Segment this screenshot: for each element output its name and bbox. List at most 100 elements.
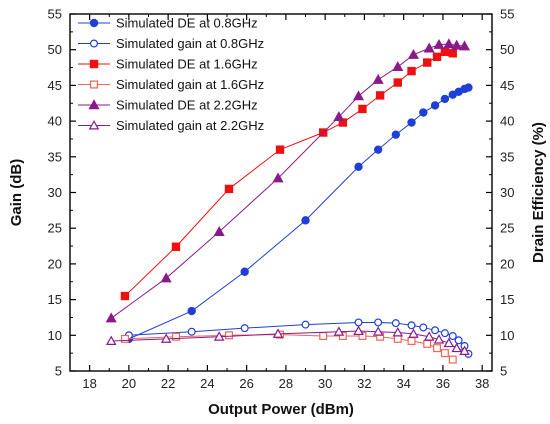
data-point [224, 184, 234, 194]
legend-label: Simulated gain at 1.6GHz [116, 77, 264, 92]
x-tick-label: 36 [436, 376, 450, 391]
data-point [419, 108, 428, 117]
data-point [333, 326, 345, 336]
data-point [240, 324, 249, 333]
data-point [301, 216, 310, 225]
data-point [448, 49, 457, 58]
x-tick-label: 18 [82, 376, 96, 391]
data-point [443, 337, 455, 348]
data-point [353, 90, 365, 101]
x-tick-label: 34 [396, 376, 410, 391]
data-point [391, 130, 401, 139]
data-point [372, 73, 384, 84]
data-point [105, 312, 117, 323]
y2-tick-label: 50 [500, 42, 514, 57]
y2-tick-label: 25 [500, 221, 514, 236]
data-point [213, 331, 225, 341]
data-point [272, 328, 284, 338]
data-point [171, 332, 180, 341]
axis-ticks: 18 20 22 24 26 28 30 32 34 36 38 5 10 15 20 25 30 35 40 45 5… [48, 7, 515, 392]
x-tick-label: 22 [161, 376, 175, 391]
data-point [272, 172, 284, 183]
data-point [338, 332, 347, 341]
data-point [354, 318, 363, 327]
y2-tick-label: 55 [500, 7, 514, 22]
y-tick-label: 25 [48, 221, 62, 236]
data-point [372, 326, 384, 336]
data-point [391, 319, 400, 328]
y-axis-title: Gain (dB) [8, 159, 25, 227]
data-point [440, 94, 450, 104]
y-tick-label: 10 [48, 328, 62, 343]
legend-marker [89, 18, 99, 28]
x-axis-title: Output Power (dBm) [208, 401, 354, 418]
x-tick-label: 28 [279, 376, 293, 391]
legend-label: Simulated DE at 2.2GHz [116, 98, 258, 113]
data-point [440, 329, 449, 338]
data-point [333, 111, 345, 122]
y-tick-label: 40 [48, 114, 62, 129]
data-point [440, 47, 450, 57]
series-layer [105, 38, 473, 364]
data-point [443, 38, 455, 49]
x-tick-label: 20 [122, 376, 136, 391]
data-point [160, 272, 172, 283]
data-point [464, 83, 473, 92]
data-point [375, 91, 385, 100]
x-tick-label: 32 [357, 376, 371, 391]
data-point [374, 318, 383, 327]
data-point [275, 145, 285, 154]
x-tick-label: 26 [239, 376, 253, 391]
data-point [358, 104, 367, 114]
legend-marker [89, 80, 98, 89]
data-point [433, 334, 445, 344]
data-point [301, 320, 310, 329]
series-6 [105, 325, 470, 356]
legend-marker [88, 120, 100, 130]
y2-tick-label: 15 [500, 292, 514, 307]
data-point [433, 38, 445, 49]
data-point [430, 101, 440, 110]
data-point [459, 345, 470, 356]
data-point [423, 58, 432, 67]
data-point [408, 328, 419, 338]
x-tick-label: 30 [318, 376, 332, 391]
y2-tick-label: 45 [500, 78, 514, 93]
data-point [319, 332, 328, 341]
data-point [451, 342, 462, 353]
data-point [419, 323, 428, 332]
series-4 [120, 330, 457, 364]
data-point [407, 66, 416, 76]
y-tick-label: 20 [48, 256, 62, 271]
data-point [407, 337, 416, 346]
data-point [354, 162, 363, 171]
data-point [393, 78, 402, 87]
data-point [213, 226, 225, 236]
data-point [407, 321, 416, 330]
data-point [373, 145, 383, 154]
y-tick-label: 15 [48, 292, 62, 307]
data-point [448, 355, 457, 364]
y2-axis-title: Drain Efficiency (%) [530, 122, 547, 263]
series-5 [105, 38, 471, 323]
y-tick-label: 30 [48, 185, 62, 200]
legend-label: Simulated gain at 2.2GHz [116, 118, 264, 133]
data-point [392, 61, 404, 72]
data-point [432, 52, 442, 62]
data-point [423, 42, 435, 53]
data-point [353, 325, 364, 336]
series-3 [120, 47, 457, 301]
y-tick-label: 5 [55, 364, 62, 379]
legend: Simulated DE at 0.8GHz Simulated gain at … [78, 16, 264, 133]
data-point [392, 326, 404, 337]
legend-marker [88, 99, 100, 110]
data-point [454, 336, 463, 345]
data-point [423, 339, 432, 348]
y2-tick-label: 20 [500, 256, 514, 271]
data-point [431, 326, 440, 335]
legend-label: Simulated DE at 0.8GHz [116, 16, 258, 31]
data-point [187, 327, 196, 336]
data-point [440, 349, 449, 358]
y2-tick-label: 10 [500, 328, 514, 343]
